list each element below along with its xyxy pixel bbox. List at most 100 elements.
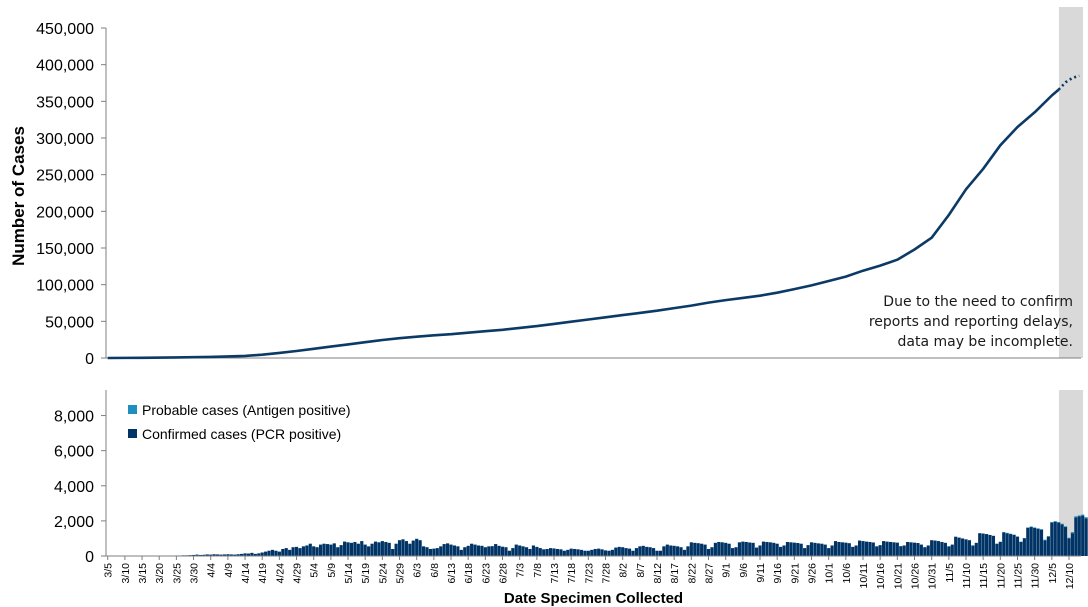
confirmed-bar bbox=[978, 533, 982, 556]
x-tick-label: 12/10 bbox=[1064, 563, 1076, 589]
confirmed-bar bbox=[833, 541, 838, 556]
confirmed-bar bbox=[1012, 534, 1016, 556]
x-tick-label: 3/25 bbox=[171, 563, 183, 584]
confirmed-bar bbox=[960, 538, 965, 556]
confirmed-bar bbox=[645, 546, 649, 556]
confirmed-bar bbox=[621, 547, 625, 556]
confirmed-bar bbox=[545, 548, 549, 556]
confirmed-bar bbox=[676, 546, 680, 556]
x-tick-label: 4/4 bbox=[206, 563, 218, 578]
confirmed-bar bbox=[521, 546, 525, 556]
confirmed-bar bbox=[504, 547, 508, 556]
confirmed-bar bbox=[689, 542, 693, 556]
cumulative-cases-panel: 0 50,000 100,000 150,000 200,000 250,000 300,0… bbox=[9, 7, 1083, 368]
confirmed-bar bbox=[995, 543, 999, 556]
x-tick-label: 9/21 bbox=[789, 563, 801, 584]
probable-bar bbox=[1084, 517, 1088, 519]
x-tick-label: 11/15 bbox=[978, 563, 990, 589]
confirmed-bar bbox=[236, 554, 240, 556]
incomplete-data-shade-top bbox=[1058, 7, 1083, 358]
probable-bar bbox=[1043, 539, 1047, 541]
x-tick-label: 4/19 bbox=[257, 563, 269, 584]
confirmed-bar bbox=[634, 548, 638, 556]
confirmed-bar bbox=[415, 538, 419, 556]
confirmed-bar bbox=[724, 542, 728, 556]
confirmed-bar bbox=[796, 543, 800, 556]
bottom-y-tick-label: 8,000 bbox=[54, 409, 94, 426]
confirmed-bar bbox=[806, 545, 810, 556]
confirmed-bar bbox=[288, 549, 292, 556]
x-tick-label: 12/5 bbox=[1047, 563, 1059, 584]
confirmed-bar bbox=[267, 550, 271, 556]
confirmed-bar bbox=[885, 541, 889, 556]
confirmed-bar bbox=[463, 547, 467, 556]
confirmed-bar bbox=[531, 545, 535, 556]
confirmed-bar bbox=[895, 542, 899, 556]
confirmed-bar bbox=[847, 543, 851, 556]
confirmed-bar bbox=[882, 541, 886, 556]
top-y-tick-label: 300,000 bbox=[36, 131, 94, 148]
confirmed-bar bbox=[693, 542, 697, 556]
top-y-tick-label: 450,000 bbox=[36, 21, 94, 38]
confirmed-bar bbox=[1039, 529, 1044, 556]
confirmed-bar bbox=[1074, 517, 1078, 556]
confirmed-bar bbox=[270, 549, 275, 556]
bottom-y-axis-ticks: 0 2,000 4,000 6,000 8,000 bbox=[54, 409, 106, 566]
confirmed-bar bbox=[706, 548, 711, 556]
confirmed-bar bbox=[229, 554, 233, 556]
cumulative-cases-line-incomplete bbox=[1057, 74, 1080, 91]
confirmed-bar bbox=[253, 553, 257, 556]
confirmed-bar bbox=[260, 552, 264, 556]
confirmed-bar bbox=[212, 554, 216, 556]
confirmed-bar bbox=[377, 542, 381, 556]
confirmed-bar bbox=[418, 540, 422, 556]
probable-bar bbox=[1036, 528, 1040, 529]
confirmed-bar bbox=[679, 547, 683, 556]
confirmed-bar bbox=[250, 552, 254, 556]
confirmed-bar bbox=[555, 548, 560, 556]
x-tick-label: 6/8 bbox=[429, 563, 441, 578]
confirmed-bar bbox=[823, 544, 827, 556]
x-tick-label: 3/20 bbox=[154, 563, 166, 584]
confirmed-bar bbox=[720, 542, 724, 556]
probable-bar bbox=[1022, 537, 1026, 539]
confirmed-bar bbox=[1022, 538, 1026, 556]
confirmed-bar bbox=[219, 554, 223, 556]
confirmed-bar bbox=[1019, 541, 1023, 556]
confirmed-bar bbox=[473, 544, 477, 556]
confirmed-bar bbox=[600, 549, 604, 556]
x-tick-label: 9/11 bbox=[755, 563, 767, 583]
probable-bar bbox=[1057, 521, 1061, 523]
confirmed-bar bbox=[662, 546, 666, 556]
confirmed-bar bbox=[360, 541, 364, 556]
confirmed-bar bbox=[792, 542, 796, 556]
confirmed-bar bbox=[730, 548, 735, 556]
x-tick-label: 9/16 bbox=[772, 563, 784, 584]
x-tick-label: 8/22 bbox=[686, 563, 698, 584]
confirmed-bar bbox=[559, 549, 563, 556]
incomplete-note-line-1: Due to the need to confirm bbox=[883, 294, 1073, 310]
confirmed-bar bbox=[652, 548, 656, 556]
probable-bar bbox=[1046, 535, 1050, 537]
confirmed-bar bbox=[483, 547, 487, 556]
confirmed-bar bbox=[624, 548, 628, 556]
confirmed-bar bbox=[936, 541, 941, 556]
confirmed-bar bbox=[861, 541, 865, 556]
confirmed-bar bbox=[233, 554, 237, 556]
x-axis-label: Date Specimen Collected bbox=[504, 590, 683, 607]
confirmed-bar bbox=[803, 548, 807, 556]
x-tick-label: 5/19 bbox=[360, 563, 372, 584]
confirmed-bar bbox=[631, 550, 635, 556]
top-y-tick-label: 350,000 bbox=[36, 94, 94, 111]
confirmed-bar bbox=[888, 541, 893, 556]
probable-bar bbox=[1074, 516, 1078, 518]
confirmed-bar bbox=[367, 546, 371, 556]
confirmed-bar bbox=[387, 542, 391, 556]
daily-case-bars bbox=[106, 514, 1088, 556]
confirmed-bar bbox=[583, 550, 587, 556]
bottom-y-tick-label: 6,000 bbox=[54, 444, 94, 461]
confirmed-bar bbox=[339, 545, 343, 556]
confirmed-bar bbox=[264, 551, 268, 556]
confirmed-bar bbox=[449, 544, 453, 556]
